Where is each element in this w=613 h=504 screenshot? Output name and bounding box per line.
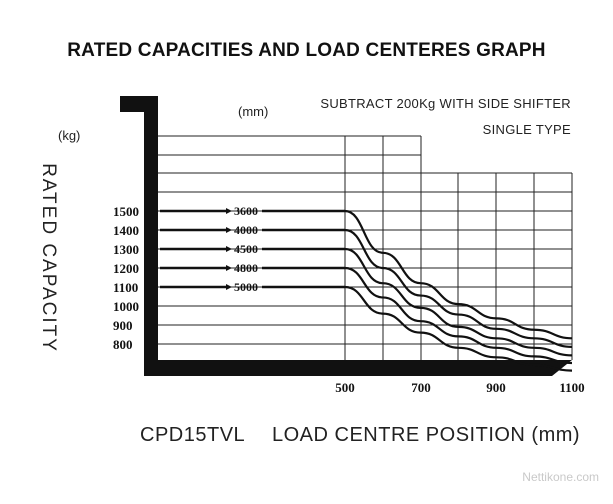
lift-height-label: 3600 — [234, 204, 258, 218]
lift-height-label: 4800 — [234, 261, 258, 275]
x-unit-label: (mm) — [238, 104, 269, 119]
forklift-mast-shape — [120, 96, 572, 376]
x-tick-label: 700 — [411, 380, 431, 395]
y-tick-label: 1100 — [113, 280, 138, 295]
watermark: Nettikone.com — [522, 470, 599, 484]
capacity-curve — [344, 209, 573, 340]
arrow-head — [226, 284, 232, 290]
side-shifter-note: SUBTRACT 200Kg WITH SIDE SHIFTER — [320, 96, 571, 111]
x-tick-label: 1100 — [559, 380, 584, 395]
y-unit-label: (kg) — [58, 128, 81, 143]
y-tick-label: 1300 — [113, 242, 139, 257]
capacity-curve — [344, 285, 573, 372]
x-axis-title: LOAD CENTRE POSITION (mm) — [272, 424, 581, 446]
lift-height-label: 5000 — [234, 280, 258, 294]
capacity-curve — [344, 266, 573, 365]
series-5000: 5000 — [160, 280, 573, 372]
x-tick-label: 500 — [335, 380, 355, 395]
model-label: CPD15TVL — [140, 424, 246, 446]
chart-title: RATED CAPACITIES AND LOAD CENTERES GRAPH — [67, 40, 546, 61]
x-tick-label: 900 — [486, 380, 506, 395]
y-tick-label: 800 — [113, 337, 133, 352]
capacity-curve — [344, 228, 573, 348]
arrow-head — [226, 208, 232, 214]
series-4500: 4500 — [160, 242, 573, 357]
lift-height-label: 4500 — [234, 242, 258, 256]
y-tick-label: 900 — [113, 318, 133, 333]
series-3600: 3600 — [160, 204, 573, 340]
y-ticks: 1500 1400 1300 1200 1100 1000 900 800 — [113, 204, 139, 352]
y-tick-label: 1200 — [113, 261, 139, 276]
single-type-note: SINGLE TYPE — [482, 122, 571, 137]
y-tick-label: 1000 — [113, 299, 139, 314]
series-4000: 4000 — [160, 223, 573, 348]
series-group: 3600 4000 4500 4800 5000 — [160, 204, 573, 372]
capacity-curve — [344, 247, 573, 357]
lift-height-label: 4000 — [234, 223, 258, 237]
series-4800: 4800 — [160, 261, 573, 365]
arrow-head — [226, 265, 232, 271]
x-ticks: 500 700 900 1100 — [335, 380, 584, 395]
arrow-head — [226, 246, 232, 252]
arrow-head — [226, 227, 232, 233]
y-tick-label: 1500 — [113, 204, 139, 219]
y-tick-label: 1400 — [113, 223, 139, 238]
